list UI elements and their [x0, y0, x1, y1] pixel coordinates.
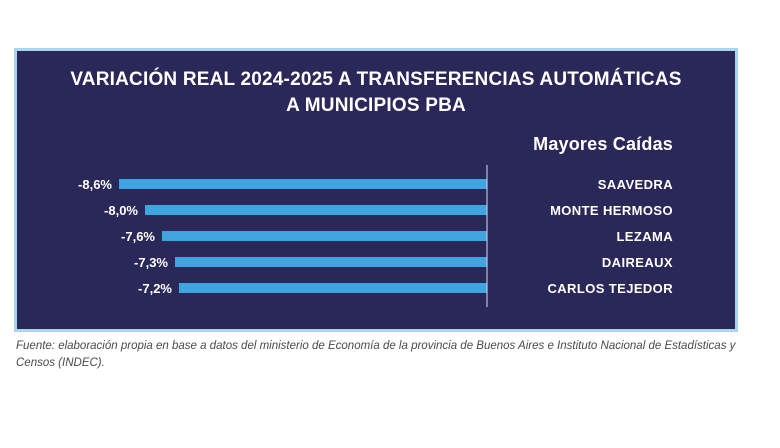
chart-title-line2: A MUNICIPIOS PBA: [286, 94, 466, 116]
bar-zone: -7,3%: [17, 255, 487, 270]
bar: [119, 179, 487, 190]
category-label: SAAVEDRA: [597, 176, 673, 192]
bar-zone: -8,0%: [17, 203, 487, 218]
category-label: LEZAMA: [616, 228, 673, 244]
bar-zone: -7,6%: [17, 229, 487, 244]
bar-value-label: -8,6%: [78, 176, 112, 192]
bar-row: -8,6% SAAVEDRA: [17, 171, 735, 197]
bar-row: -8,0% MONTE HERMOSO: [17, 197, 735, 223]
chart-title: VARIACIÓN REAL 2024-2025 A TRANSFERENCIA…: [17, 67, 735, 118]
bar-value-label: -7,2%: [138, 280, 172, 296]
bar-rows-container: -8,6% SAAVEDRA -8,0% MONTE HERMOSO -7,6% LEZA…: [17, 171, 735, 301]
bar-value-label: -7,6%: [121, 228, 155, 244]
bar: [145, 205, 487, 216]
bar: [175, 257, 487, 268]
bar: [162, 231, 487, 242]
category-label: CARLOS TEJEDOR: [547, 280, 673, 296]
category-label: DAIREAUX: [601, 254, 673, 270]
bar-value-label: -7,3%: [134, 254, 168, 270]
chart-title-line1: VARIACIÓN REAL 2024-2025 A TRANSFERENCIA…: [70, 69, 682, 90]
bar-zone: -7,2%: [17, 281, 487, 296]
bar: [179, 283, 487, 294]
bar-row: -7,6% LEZAMA: [17, 223, 735, 249]
bar-row: -7,3% DAIREAUX: [17, 249, 735, 275]
baseline-axis: [486, 165, 488, 308]
source-note: Fuente: elaboración propia en base a dat…: [16, 340, 736, 370]
bar-value-label: -8,0%: [104, 202, 138, 218]
category-label: MONTE HERMOSO: [550, 202, 673, 218]
bar-zone: -8,6%: [17, 177, 487, 192]
bar-row: -7,2% CARLOS TEJEDOR: [17, 275, 735, 301]
chart-panel: VARIACIÓN REAL 2024-2025 A TRANSFERENCIA…: [14, 48, 738, 332]
bar-chart: -8,6% SAAVEDRA -8,0% MONTE HERMOSO -7,6% LEZA…: [17, 165, 735, 308]
chart-subtitle: Mayores Caídas: [533, 134, 673, 155]
